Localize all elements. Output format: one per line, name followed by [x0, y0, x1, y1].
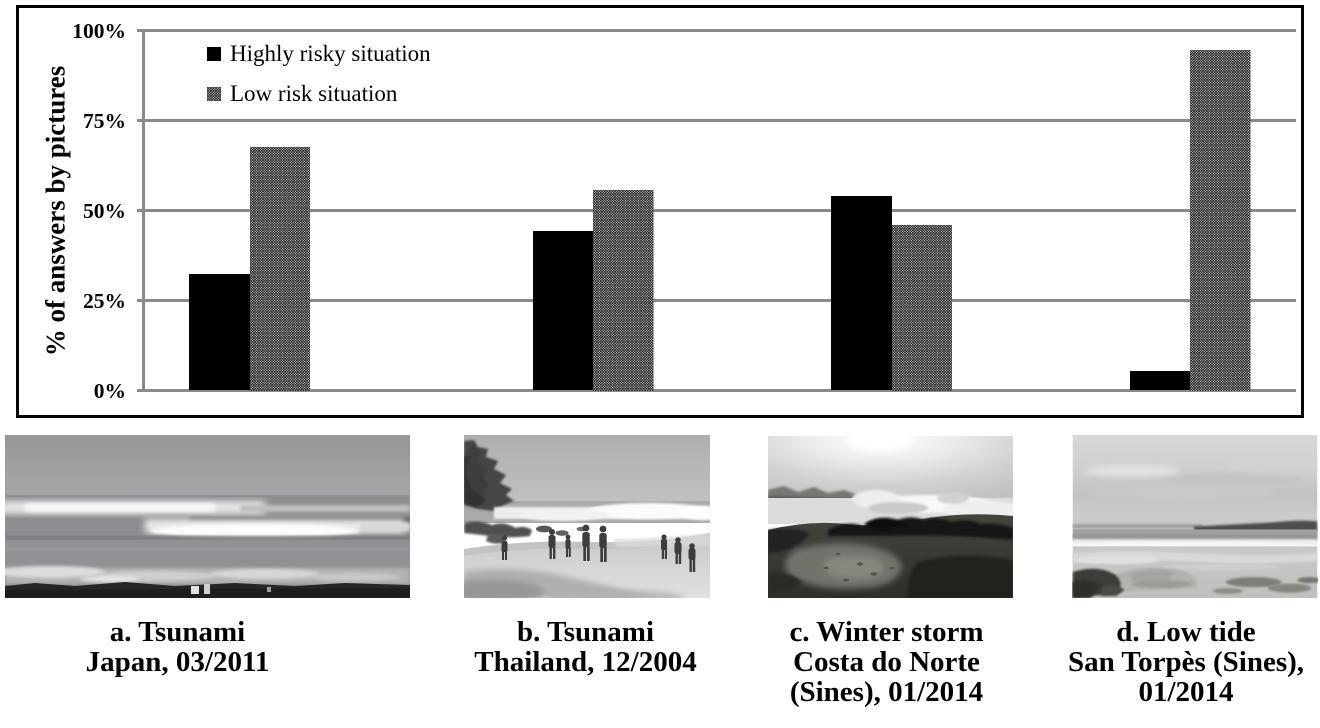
y-tick-label-0: 0%: [93, 378, 126, 403]
bar-c-low-risk: [891, 225, 952, 392]
legend-marker-solid-icon: [207, 47, 221, 61]
caption-line: Japan, 03/2011: [85, 646, 270, 678]
gridline-100: [143, 29, 1296, 32]
legend-label-low-risk: Low risk situation: [230, 81, 398, 106]
gridline-75: [143, 119, 1296, 122]
y-tick-0: [136, 389, 144, 392]
y-tick-100: [136, 29, 144, 32]
bar-d-low-risk: [1190, 50, 1251, 392]
y-tick-label-50: 50%: [83, 198, 126, 223]
y-tick-25: [136, 299, 144, 302]
caption-line: c. Winter storm: [789, 616, 984, 648]
caption-line: 01/2014: [1138, 676, 1234, 708]
bar-c-highly-risky: [831, 195, 892, 391]
y-tick-label-75: 75%: [83, 108, 126, 133]
legend-marker-hatch-icon: [207, 87, 221, 101]
caption-line: Costa do Norte: [793, 646, 980, 678]
caption-line: San Torpès (Sines),: [1067, 646, 1305, 678]
chart-frame: % of answers by pictures 0% 25% 50% 75% 100%…: [16, 5, 1304, 418]
photo-b-tsunami-thailand: [464, 435, 710, 598]
caption-line: Thailand, 12/2004: [474, 646, 697, 678]
bar-b-highly-risky: [532, 231, 593, 391]
y-tick-75: [136, 119, 144, 122]
photo-c-winter-storm: [768, 436, 1013, 598]
y-axis-line: [142, 29, 145, 392]
y-tick-50: [136, 209, 144, 212]
y-tick-label-25: 25%: [83, 288, 126, 313]
photo-d-low-tide: [1072, 435, 1318, 598]
caption-line: d. Low tide: [1116, 616, 1256, 648]
y-tick-label-100: 100%: [72, 18, 126, 43]
caption-photo-c: c. Winter storm Costa do Norte (Sines), 01…: [707, 617, 1067, 707]
bar-d-highly-risky: [1129, 371, 1190, 391]
gridline-50: [143, 209, 1296, 212]
caption-line: (Sines), 01/2014: [789, 676, 984, 708]
caption-photo-b: b. Tsunami Thailand, 12/2004: [406, 617, 766, 677]
gridline-25: [143, 299, 1296, 302]
caption-photo-d: d. Low tide San Torpès (Sines), 01/2014: [1006, 617, 1320, 707]
caption-line: a. Tsunami: [109, 616, 246, 648]
caption-photo-a: a. Tsunami Japan, 03/2011: [0, 617, 358, 677]
bar-a-highly-risky: [189, 274, 250, 391]
bar-a-low-risk: [249, 146, 310, 391]
caption-line: b. Tsunami: [516, 616, 655, 648]
legend-label-highly-risky: Highly risky situation: [230, 41, 431, 66]
bar-b-low-risk: [593, 189, 654, 391]
gridline-0: [143, 389, 1296, 392]
photo-a-tsunami-japan: [5, 435, 410, 598]
